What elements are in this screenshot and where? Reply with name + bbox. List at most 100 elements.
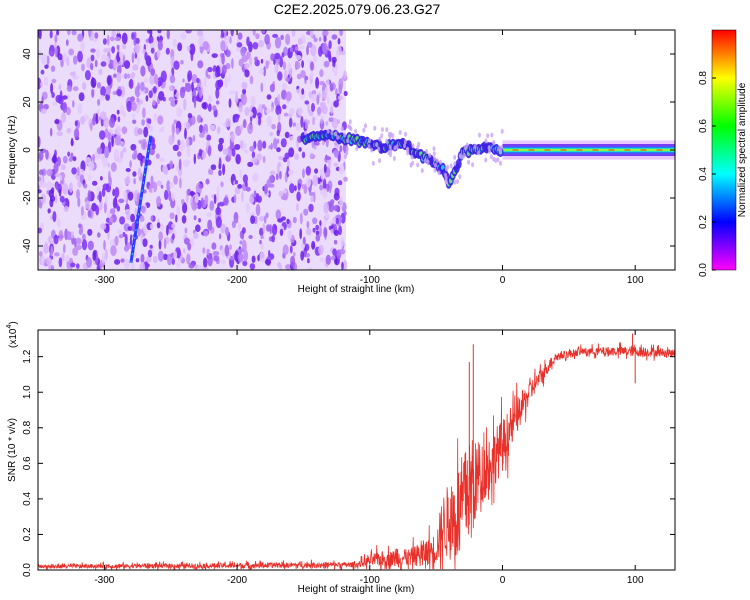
noise-blob <box>140 65 146 77</box>
noise-blob <box>197 60 204 69</box>
noise-blob <box>59 175 63 182</box>
noise-blob <box>177 151 182 157</box>
noise-blob <box>100 61 107 67</box>
noise-blob <box>326 78 330 87</box>
noise-blob <box>133 126 140 137</box>
noise-blob <box>212 65 217 73</box>
spectrogram-y-ticks: -40 -20 0 20 40 <box>22 48 675 253</box>
track-scatter <box>306 119 310 125</box>
track-scatter <box>499 160 502 166</box>
noise-blob <box>216 100 220 105</box>
noise-blob <box>49 198 54 208</box>
noise-blob <box>107 162 110 168</box>
noise-blob <box>324 86 329 95</box>
noise-blob <box>78 223 82 229</box>
track-scatter <box>420 168 424 174</box>
noise-blob <box>157 80 161 87</box>
noise-blob <box>43 103 49 110</box>
noise-blob <box>280 34 284 41</box>
track-scatter <box>487 145 491 151</box>
noise-blob <box>131 222 136 232</box>
noise-blob <box>193 215 197 221</box>
noise-blob <box>195 224 201 232</box>
noise-blob <box>114 135 121 146</box>
track-scatter <box>385 138 389 144</box>
noise-blob <box>231 58 234 69</box>
noise-blob <box>99 95 105 101</box>
noise-blob <box>117 30 120 34</box>
noise-blob <box>213 250 220 257</box>
noise-blob <box>158 91 165 101</box>
noise-blob <box>153 112 158 122</box>
y-tick-label: 0.4 <box>22 492 33 506</box>
noise-blob <box>313 191 316 203</box>
noise-blob <box>242 174 248 184</box>
noise-blob <box>178 158 182 171</box>
noise-blob <box>203 76 207 88</box>
noise-blob <box>262 140 267 149</box>
noise-blob <box>108 216 114 223</box>
noise-blob <box>307 101 310 114</box>
noise-blob <box>58 257 63 268</box>
noise-blob <box>40 193 46 204</box>
noise-blob <box>140 155 143 167</box>
noise-blob <box>162 253 169 261</box>
noise-blob <box>215 216 222 229</box>
x-tick-label: -100 <box>360 575 380 586</box>
noise-blob <box>254 56 258 62</box>
track-scatter <box>364 123 367 129</box>
noise-blob <box>304 122 309 130</box>
noise-blob <box>62 155 68 164</box>
noise-blob <box>343 176 348 182</box>
x-tick-label: 0 <box>500 575 506 586</box>
spectrogram-x-ticks: -300 -200 -100 0 100 <box>94 30 644 286</box>
noise-blob <box>202 127 206 135</box>
noise-blob <box>310 196 314 203</box>
noise-blob <box>40 108 47 114</box>
noise-blob <box>246 36 250 47</box>
noise-blob <box>243 143 248 149</box>
noise-blob <box>304 100 310 105</box>
track-scatter <box>389 152 392 158</box>
spectrogram-noise <box>38 30 348 270</box>
noise-blob <box>333 229 340 236</box>
noise-blob <box>160 184 164 189</box>
noise-blob <box>100 118 104 127</box>
noise-blob <box>102 38 107 45</box>
noise-blob <box>310 44 317 57</box>
noise-blob <box>61 252 65 262</box>
track-scatter <box>417 141 421 147</box>
y-tick-label: 0.2 <box>22 527 33 541</box>
noise-blob <box>259 251 266 263</box>
noise-blob <box>242 119 247 129</box>
noise-blob <box>296 191 301 202</box>
noise-blob <box>179 177 182 189</box>
noise-blob <box>82 233 86 241</box>
noise-blob <box>295 122 300 132</box>
noise-blob <box>251 255 256 263</box>
noise-blob <box>300 115 304 128</box>
noise-blob <box>313 55 318 63</box>
noise-blob <box>271 235 276 243</box>
noise-blob <box>110 245 117 257</box>
noise-blob <box>169 85 173 91</box>
noise-blob <box>304 243 310 252</box>
noise-blob <box>258 40 264 48</box>
noise-blob <box>234 187 241 195</box>
noise-blob <box>54 252 60 257</box>
noise-blob <box>114 129 118 135</box>
noise-blob <box>310 61 314 71</box>
noise-blob <box>252 30 256 36</box>
noise-blob <box>257 254 260 262</box>
noise-blob <box>123 258 130 270</box>
noise-blob <box>54 34 58 43</box>
noise-blob <box>307 258 310 264</box>
noise-blob <box>289 135 295 141</box>
noise-blob <box>122 109 126 118</box>
noise-blob <box>221 53 225 65</box>
noise-blob <box>125 176 131 185</box>
noise-blob <box>270 142 274 150</box>
noise-blob <box>171 223 176 229</box>
y-tick-label: -40 <box>22 238 33 253</box>
noise-blob <box>280 195 287 201</box>
